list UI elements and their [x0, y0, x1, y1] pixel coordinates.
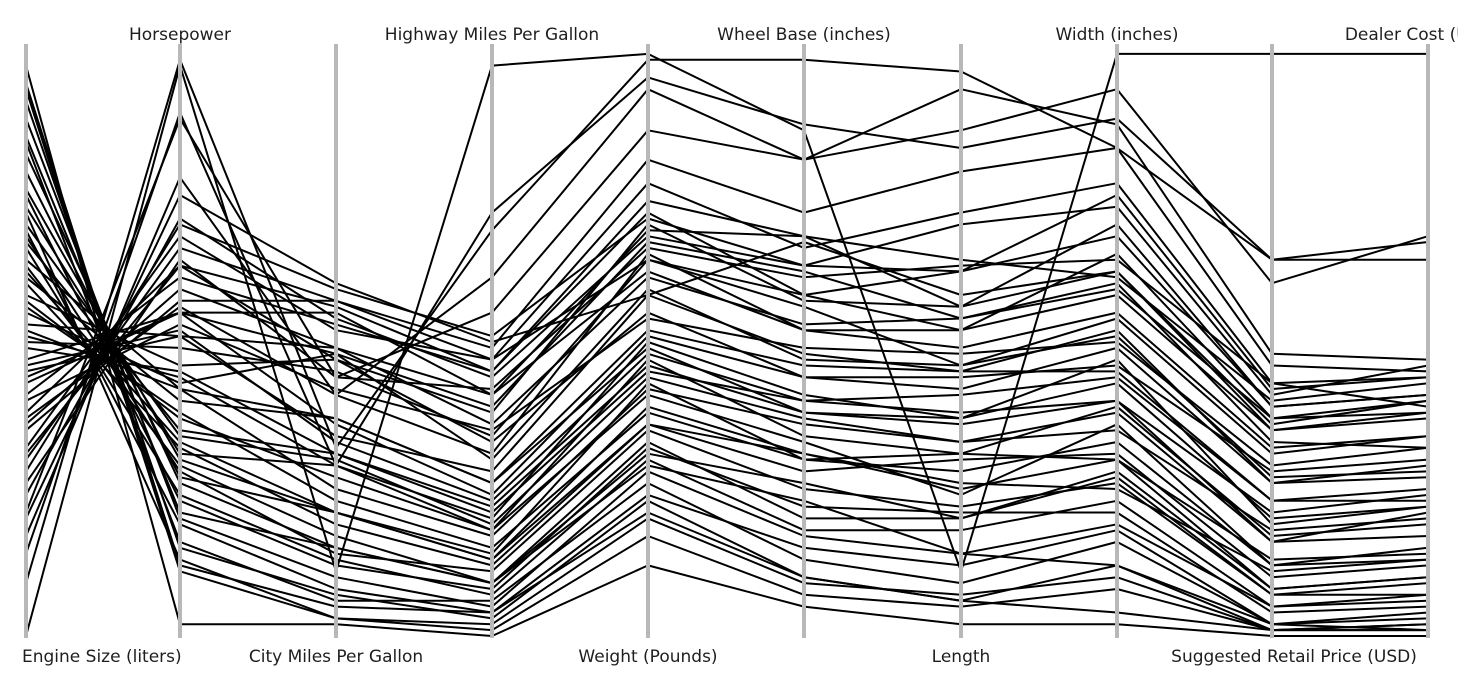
axis-label-10: Dealer Cost (USD)	[1345, 25, 1458, 45]
data-line-39	[25, 282, 1429, 579]
data-line-49	[25, 335, 1429, 520]
data-line-5	[25, 88, 1429, 513]
data-lines	[25, 52, 1429, 637]
data-line-45	[25, 217, 1429, 496]
data-line-3	[25, 76, 1428, 555]
data-line-34	[25, 311, 1429, 496]
data-line-29	[25, 194, 1429, 519]
data-line-41	[25, 247, 1429, 608]
data-line-24	[25, 135, 1429, 608]
data-line-53	[25, 194, 1429, 614]
data-line-28	[25, 65, 1428, 637]
axis-label-7: Length	[932, 647, 991, 667]
data-line-2	[25, 58, 1429, 584]
data-line-17	[25, 258, 1429, 526]
data-line-20	[25, 206, 1429, 567]
axis-label-2: Horsepower	[129, 25, 231, 45]
data-line-40	[25, 264, 1429, 590]
data-line-46	[25, 223, 1429, 455]
axes	[24, 44, 1430, 638]
axis-label-9: Suggested Retail Price (USD)	[1171, 647, 1417, 667]
data-line-25	[25, 118, 1429, 632]
data-line-37	[25, 329, 1429, 537]
axis-label-1: Engine Size (liters)	[22, 647, 182, 667]
data-line-51	[25, 270, 1429, 567]
data-line-9	[25, 194, 1429, 396]
data-line-31	[25, 235, 1429, 449]
data-line-50	[25, 300, 1429, 537]
data-line-43	[25, 212, 1429, 632]
data-line-33	[25, 317, 1429, 467]
axis-label-5: Weight (Pounds)	[578, 647, 717, 667]
axis-label-8: Width (inches)	[1056, 25, 1179, 45]
data-line-48	[25, 294, 1429, 485]
data-line-52	[25, 235, 1429, 596]
data-line-38	[25, 305, 1429, 561]
data-line-30	[25, 205, 1429, 472]
data-line-8	[25, 199, 1429, 414]
data-line-54	[25, 141, 1429, 626]
data-line-11	[25, 241, 1429, 420]
data-line-27	[25, 82, 1428, 632]
data-line-15	[25, 294, 1429, 485]
axis-labels: Engine Size (liters) Horsepower City Miles…	[22, 25, 1458, 667]
data-line-36	[25, 346, 1429, 514]
data-line-22	[25, 171, 1429, 590]
data-line-6	[25, 147, 1429, 461]
data-line-55	[25, 88, 1429, 632]
data-line-47	[25, 252, 1429, 455]
axis-label-3: City Miles Per Gallon	[249, 647, 423, 667]
axis-label-6: Wheel Base (inches)	[717, 25, 891, 45]
data-line-16	[25, 276, 1428, 502]
axis-label-4: Highway Miles Per Gallon	[385, 25, 599, 45]
data-line-23	[25, 153, 1428, 596]
data-line-12	[25, 258, 1429, 455]
